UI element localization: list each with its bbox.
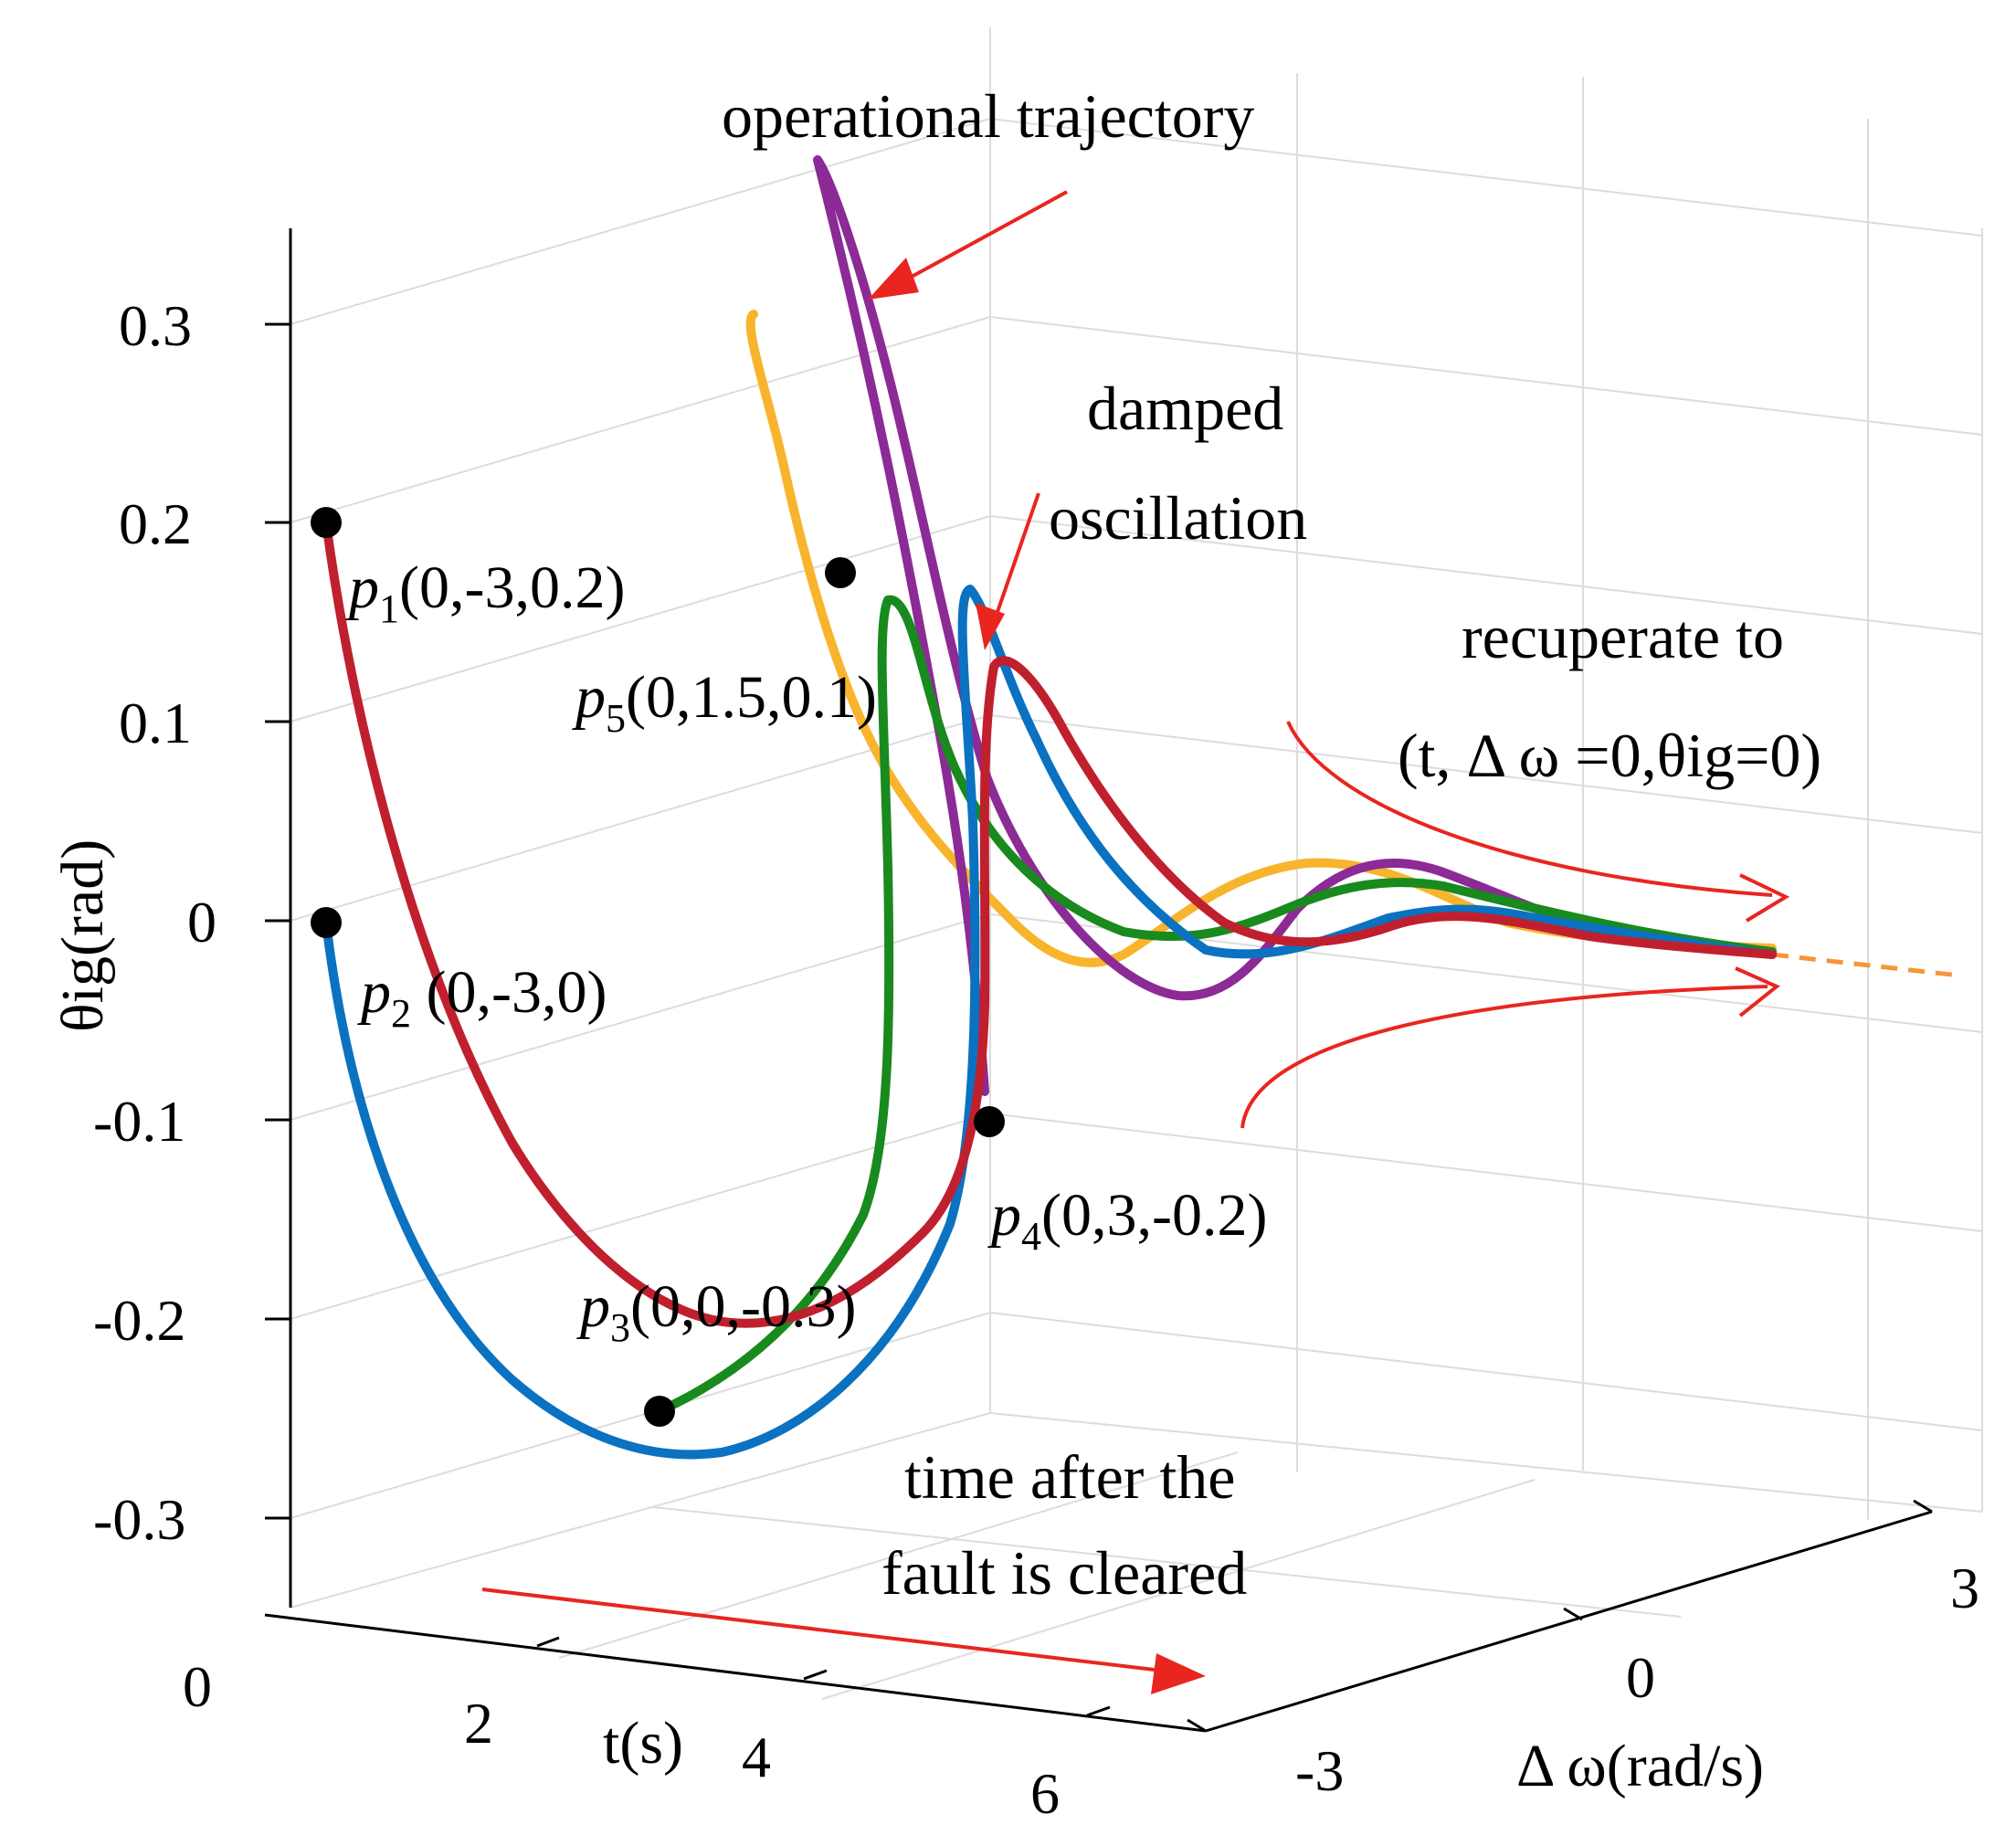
z-axis-label: θig(rad) (49, 839, 116, 1032)
z-tick-labels: 0.3 0.2 0.1 0 -0.1 -0.2 -0.3 (93, 293, 216, 1552)
z-tick-label: 0.2 (119, 491, 192, 556)
z-tick-label: 0.3 (119, 293, 192, 358)
series-line-p2 (322, 585, 1777, 1460)
w-tick-label: 0 (1626, 1645, 1655, 1710)
t-tick-labels: 0 2 4 6 (183, 1654, 1060, 1825)
z-tick-label: -0.1 (93, 1089, 185, 1154)
axes (264, 228, 1933, 1733)
point-p5 (825, 557, 856, 588)
annotation-arrows (481, 190, 1790, 1694)
arrow-recuperate-lower (1240, 985, 1768, 1129)
arrow-operational-head (868, 258, 919, 300)
point-label-p3: p3(0,0,-0.3) (576, 1273, 856, 1350)
annotation-fault-cleared: fault is cleared (881, 1538, 1247, 1608)
point-p2 (311, 907, 342, 938)
annotation-recuperate: recuperate to (1462, 602, 1784, 671)
annotation-recuperate-target: (t, Δ ω =0,θig=0) (1398, 721, 1821, 790)
w-tick-label: -3 (1295, 1738, 1344, 1803)
point-label-p4: p4(0,3,-0.2) (987, 1182, 1267, 1259)
point-p1 (311, 507, 342, 538)
arrow-damped (989, 492, 1040, 631)
w-axis-label: Δ ω(rad/s) (1516, 1733, 1764, 1799)
t-tick-label: 6 (1030, 1761, 1060, 1825)
annotation-oscillation: oscillation (1049, 483, 1307, 553)
arrow-time-head (1151, 1653, 1206, 1694)
w-tick-label: 3 (1950, 1556, 1979, 1620)
annotation-operational-trajectory: operational trajectory (722, 81, 1254, 151)
series-line-p3 (655, 595, 1777, 1416)
point-p3 (644, 1396, 675, 1427)
annotation-time-after: time after the (904, 1442, 1235, 1512)
t-tick-label: 0 (183, 1654, 212, 1719)
z-tick-label: -0.2 (93, 1288, 185, 1353)
arrow-time (481, 1588, 1170, 1673)
z-tick-label: 0 (187, 890, 216, 955)
equilibrium-dash (1771, 952, 1960, 978)
point-p4 (974, 1106, 1005, 1137)
trajectories (322, 155, 1777, 1460)
arrow-operational (899, 190, 1068, 285)
arrow-recuperate-upper (1286, 721, 1773, 897)
z-tick-label: -0.3 (93, 1487, 185, 1552)
series-line-p4 (813, 155, 1777, 1096)
series-line-p1 (322, 518, 1777, 1328)
arrow-recuperate-lower-head (1735, 966, 1780, 1018)
t-axis-label: t(s) (603, 1710, 683, 1777)
t-tick-label: 2 (464, 1691, 493, 1756)
t-tick-label: 4 (742, 1725, 771, 1789)
annotation-damped: damped (1087, 374, 1283, 443)
z-tick-label: 0.1 (119, 691, 192, 755)
w-tick-labels: -3 0 3 (1295, 1556, 1979, 1803)
start-points (311, 507, 1005, 1427)
point-label-p1: p1(0,-3,0.2) (345, 554, 625, 631)
arrow-damped-head (976, 603, 1005, 650)
point-label-p2: p2 (0,-3,0) (357, 959, 607, 1036)
arrow-recuperate-upper-head (1739, 873, 1790, 923)
point-label-p5: p5(0,1.5,0.1) (572, 664, 877, 741)
